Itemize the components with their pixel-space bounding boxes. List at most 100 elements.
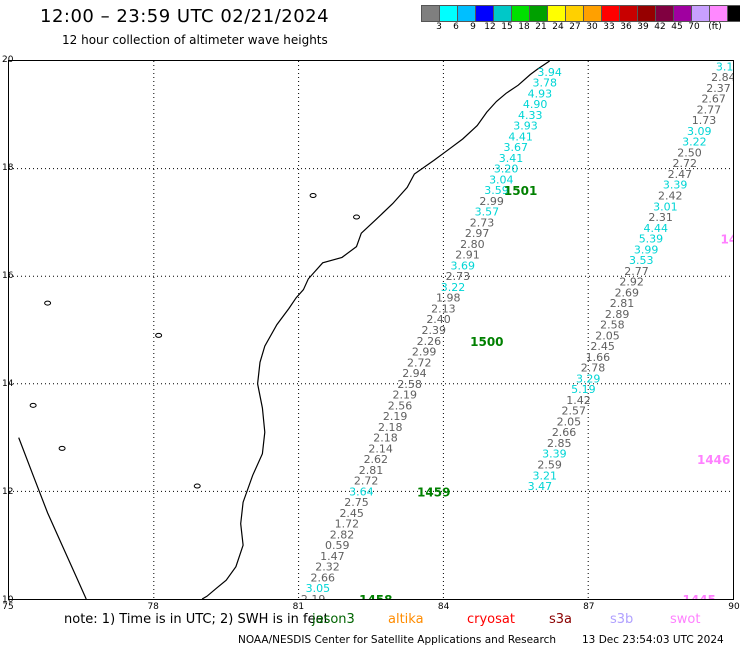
credit-timestamp: 13 Dec 23:54:03 UTC 2024 xyxy=(582,634,724,646)
wave-height-label: 3.22 xyxy=(441,281,466,294)
west-coastline xyxy=(18,437,87,599)
wave-height-label: 2.99 xyxy=(412,346,437,359)
wave-height-label: 2.69 xyxy=(615,286,640,299)
wave-height-label: 2.18 xyxy=(373,432,398,445)
legend-label: 15 xyxy=(501,22,513,32)
wave-height-label: 2.47 xyxy=(668,168,693,181)
wave-height-label: 2.50 xyxy=(677,146,702,159)
lat-tick-label: 18 xyxy=(2,163,14,173)
wave-height-label: 2.81 xyxy=(610,297,635,310)
lat-tick-label: 12 xyxy=(2,487,14,497)
wave-height-label: 2.66 xyxy=(552,426,577,439)
wave-height-label: 2.91 xyxy=(455,249,480,262)
wave-height-label: 3.21 xyxy=(533,469,558,482)
satellite-name: jason3 xyxy=(312,612,355,627)
lake-outline xyxy=(44,300,52,306)
lake-outline xyxy=(58,445,66,451)
wave-height-label: 1.73 xyxy=(692,114,717,127)
wave-height-label: 3.59 xyxy=(484,184,509,197)
wave-height-label: 2.26 xyxy=(417,335,442,348)
legend-label: 42 xyxy=(654,22,666,32)
wave-height-label: 2.05 xyxy=(557,415,582,428)
wave-height-label: 0.59 xyxy=(325,539,350,552)
legend-color-bar xyxy=(421,5,740,22)
wave-height-label: 2.97 xyxy=(465,227,490,240)
wave-height-label: 2.40 xyxy=(426,313,451,326)
legend-label: 39 xyxy=(637,22,649,32)
wave-height-label: 3.39 xyxy=(542,448,567,461)
legend-swatch xyxy=(655,5,674,22)
track-time-label: 1500 xyxy=(470,335,503,349)
wave-height-label: 2.56 xyxy=(388,399,413,412)
lake-outline xyxy=(353,214,361,220)
wave-height-label: 2.81 xyxy=(359,464,384,477)
track-time-label: 1445 xyxy=(683,593,716,599)
legend-swatch xyxy=(619,5,638,22)
wave-height-label: 2.72 xyxy=(407,356,432,369)
lat-tick-label: 20 xyxy=(2,55,14,65)
lon-tick-label: 84 xyxy=(437,602,450,612)
lat-tick-label: 16 xyxy=(2,271,14,281)
wave-height-label: 2.18 xyxy=(378,421,403,434)
wave-height-label: 2.13 xyxy=(431,302,456,315)
legend-label: 12 xyxy=(484,22,496,32)
legend-swatch xyxy=(439,5,458,22)
legend-label: 18 xyxy=(518,22,530,32)
legend-swatch xyxy=(511,5,530,22)
wave-height-label: 2.59 xyxy=(537,459,562,472)
map-subtitle: 12 hour collection of altimeter wave hei… xyxy=(62,33,328,47)
lake-outline xyxy=(193,483,201,489)
wave-height-label: 1.47 xyxy=(320,550,345,563)
credit-text: NOAA/NESDIS Center for Satellite Applica… xyxy=(238,634,556,646)
wave-height-label: 1.98 xyxy=(436,292,461,305)
legend-swatch xyxy=(691,5,710,22)
wave-height-label: 2.39 xyxy=(421,324,446,337)
legend-label: 36 xyxy=(620,22,632,32)
wave-height-label: 5.19 xyxy=(571,383,596,396)
legend-swatch xyxy=(565,5,584,22)
wave-height-label: 3.41 xyxy=(499,152,524,165)
wave-height-label: 3.01 xyxy=(653,200,678,213)
wave-height-label: 2.05 xyxy=(595,329,620,342)
legend-label: 27 xyxy=(569,22,581,32)
lake-outline xyxy=(29,402,37,408)
wave-height-label: 3.64 xyxy=(349,485,374,498)
wave-height-label: 3.39 xyxy=(663,179,688,192)
map-canvas: 3.943.784.934.904.333.934.413.673.413.20… xyxy=(9,61,733,599)
legend-swatch xyxy=(673,5,692,22)
legend-label: 9 xyxy=(470,22,476,32)
track-time-label: 1501 xyxy=(504,184,537,198)
legend-label: 3 xyxy=(436,22,442,32)
wave-height-label: 4.41 xyxy=(508,130,533,143)
wave-height-label: 2.99 xyxy=(479,195,504,208)
legend-swatch xyxy=(421,5,440,22)
wave-height-label: 2.82 xyxy=(330,528,355,541)
wave-height-label: 3.04 xyxy=(489,173,514,186)
wave-height-label: 2.77 xyxy=(697,103,722,116)
wave-height-label: 2.78 xyxy=(581,362,606,375)
wave-height-label: 2.58 xyxy=(397,378,422,391)
legend-swatch xyxy=(529,5,548,22)
map-title: 12:00 – 23:59 UTC 02/21/2024 xyxy=(40,6,330,27)
wave-height-label: 3.69 xyxy=(450,259,475,272)
lake-outline xyxy=(309,193,317,198)
wave-height-label: 2.58 xyxy=(600,319,625,332)
wave-height-label: 2.45 xyxy=(590,340,615,353)
wave-height-label: 2.32 xyxy=(315,561,340,574)
lon-tick-label: 78 xyxy=(147,602,159,612)
legend-label: 6 xyxy=(453,22,459,32)
wave-height-label: 3.13 xyxy=(716,61,733,73)
legend-swatch xyxy=(493,5,512,22)
wave-height-label: 3.67 xyxy=(504,141,529,154)
legend-swatch xyxy=(547,5,566,22)
wave-height-label: 2.73 xyxy=(446,270,471,283)
color-legend: 3 6 9 12 15 18 21 24 27 30 33 36 39 42 45 70 (ft) xyxy=(421,5,740,32)
satellite-name: s3a xyxy=(549,612,573,627)
note-text: note: 1) Time is in UTC; 2) SWH is in fe… xyxy=(64,612,329,627)
wave-height-label: 2.77 xyxy=(624,265,649,278)
wave-height-label: 2.57 xyxy=(561,405,586,418)
wave-height-label: 3.47 xyxy=(528,480,553,493)
legend-swatch xyxy=(601,5,620,22)
wave-height-label: 2.66 xyxy=(310,571,335,584)
wave-height-label: 2.62 xyxy=(364,453,389,466)
